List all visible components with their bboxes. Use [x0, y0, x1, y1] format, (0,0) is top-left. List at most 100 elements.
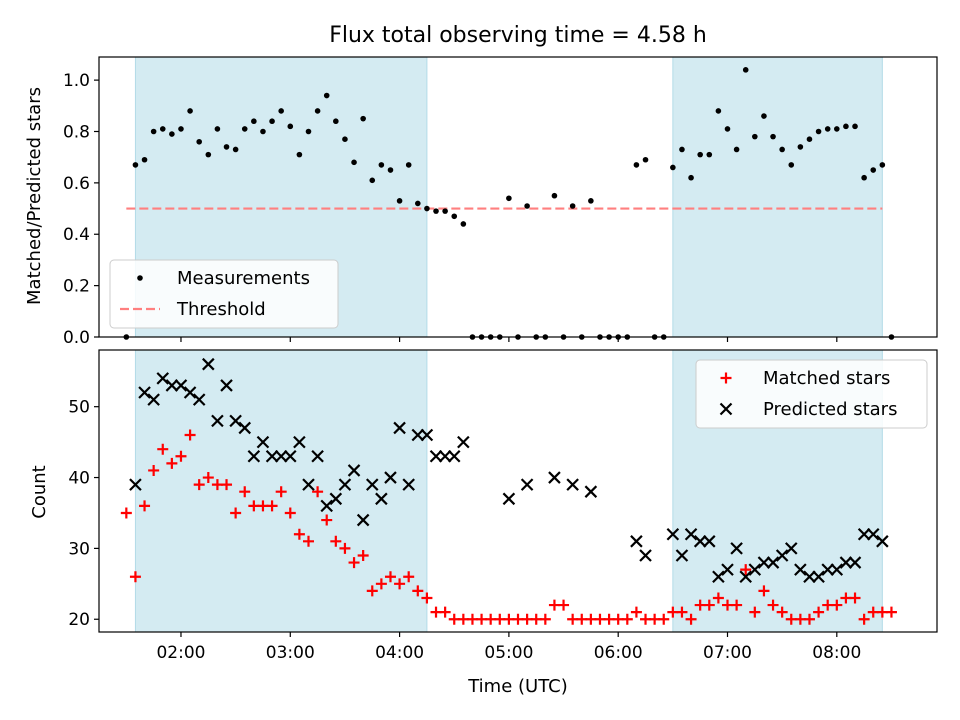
- measurement-point: [670, 164, 676, 171]
- matched-stars-point: [885, 606, 897, 618]
- y-tick-label: 1.0: [63, 71, 90, 91]
- measurement-point: [342, 136, 348, 143]
- measurement-point: [387, 167, 394, 173]
- predicted-stars-point: [429, 450, 443, 463]
- measurement-point: [323, 92, 330, 99]
- matched-stars-point: [357, 549, 369, 561]
- y-tick-label: 30: [68, 539, 90, 559]
- predicted-stars-point: [739, 570, 752, 584]
- predicted-stars-point: [721, 563, 734, 576]
- matched-stars-point: [749, 606, 761, 618]
- predicted-stars-point: [794, 563, 807, 576]
- matched-stars-point: [230, 507, 242, 519]
- measurement-point: [241, 126, 248, 132]
- predicted-stars-point: [457, 435, 470, 449]
- measurement-point: [715, 108, 722, 114]
- matched-stars-point: [166, 457, 178, 469]
- measurement-point: [360, 115, 366, 122]
- predicted-stars-point: [803, 570, 816, 584]
- measurement-point: [369, 177, 376, 184]
- predicted-stars-point: [438, 450, 452, 463]
- matched-stars-point: [630, 606, 642, 618]
- measurement-point: [697, 151, 703, 158]
- measurement-point: [779, 146, 785, 153]
- chart-title: Flux total observing time = 4.58 h: [329, 23, 707, 48]
- matched-stars-point: [767, 599, 779, 611]
- predicted-stars-point: [347, 464, 361, 477]
- predicted-stars-point: [447, 450, 461, 463]
- matched-stars-point: [831, 599, 843, 611]
- measurement-point: [724, 126, 731, 132]
- matched-stars-point: [384, 571, 396, 583]
- predicted-stars-point: [192, 393, 206, 406]
- matched-stars-point: [239, 486, 251, 498]
- legend-marker: [719, 402, 733, 416]
- legend-label: Measurements: [177, 268, 310, 289]
- predicted-stars-point: [548, 471, 561, 484]
- x-tick-label: 02:00: [156, 643, 205, 663]
- predicted-stars-point: [138, 386, 151, 399]
- predicted-stars-point: [639, 549, 652, 562]
- predicted-stars-point: [839, 556, 853, 569]
- matched-stars-point: [202, 472, 214, 484]
- matched-stars-point: [375, 578, 387, 590]
- measurement-point: [196, 138, 202, 145]
- measurement-point: [861, 174, 867, 181]
- matched-stars-point: [758, 585, 770, 597]
- measurement-point: [214, 126, 221, 132]
- predicted-stars-point: [730, 542, 743, 555]
- predicted-stars-point: [866, 527, 880, 541]
- predicted-stars-point: [220, 379, 233, 392]
- predicted-stars-point: [202, 357, 215, 371]
- predicted-stars-point: [630, 535, 643, 548]
- matched-stars-point: [221, 479, 233, 491]
- predicted-stars-point: [502, 492, 516, 506]
- predicted-stars-point: [302, 478, 315, 491]
- predicted-stars-point: [329, 492, 343, 506]
- predicted-stars-point: [165, 379, 179, 392]
- predicted-stars-point: [393, 421, 406, 435]
- predicted-stars-point: [876, 535, 889, 548]
- bottom-y-axis-label: Count: [29, 465, 50, 518]
- measurement-point: [742, 67, 749, 73]
- y-tick-label: 40: [68, 469, 90, 489]
- measurement-point: [788, 162, 795, 168]
- x-tick-label: 05:00: [484, 643, 533, 663]
- measurement-point: [524, 203, 530, 209]
- matched-stars-point: [293, 528, 305, 540]
- y-tick-label: 0.6: [63, 174, 90, 194]
- matched-stars-point: [312, 486, 324, 498]
- axes-frame: [98, 349, 938, 633]
- measurement-point: [405, 162, 412, 168]
- matched-stars-point: [412, 585, 424, 597]
- measurement-point: [178, 126, 184, 132]
- predicted-stars-point: [584, 485, 598, 498]
- matched-stars-point: [303, 535, 314, 547]
- legend-label: Threshold: [176, 299, 266, 320]
- matched-stars-point: [348, 557, 360, 569]
- predicted-stars-point: [174, 379, 188, 392]
- predicted-stars-point: [848, 556, 862, 569]
- measurement-point: [333, 118, 339, 125]
- predicted-stars-point: [666, 527, 680, 541]
- predicted-stars-point: [384, 471, 397, 484]
- top-y-axis-label: Matched/Predicted stars: [24, 87, 45, 305]
- measurement-point: [223, 144, 230, 150]
- matched-stars-point: [129, 571, 141, 583]
- matched-stars-point: [539, 613, 551, 625]
- y-tick-label: 0.4: [63, 225, 90, 245]
- measurement-point: [770, 133, 776, 140]
- predicted-stars-point: [857, 527, 871, 541]
- measurement-point: [761, 113, 767, 119]
- measurement-point: [278, 108, 284, 114]
- measurement-point: [834, 126, 840, 132]
- legend: Measurements Threshold: [109, 259, 339, 329]
- matched-stars-point: [266, 500, 278, 512]
- measurement-point: [424, 205, 430, 212]
- measurement-point: [843, 123, 849, 130]
- matched-stars-point: [803, 613, 815, 625]
- measurement-point: [852, 123, 858, 130]
- measurement-point: [824, 126, 831, 132]
- measurement-point: [378, 162, 385, 168]
- predicted-stars-point: [293, 435, 306, 449]
